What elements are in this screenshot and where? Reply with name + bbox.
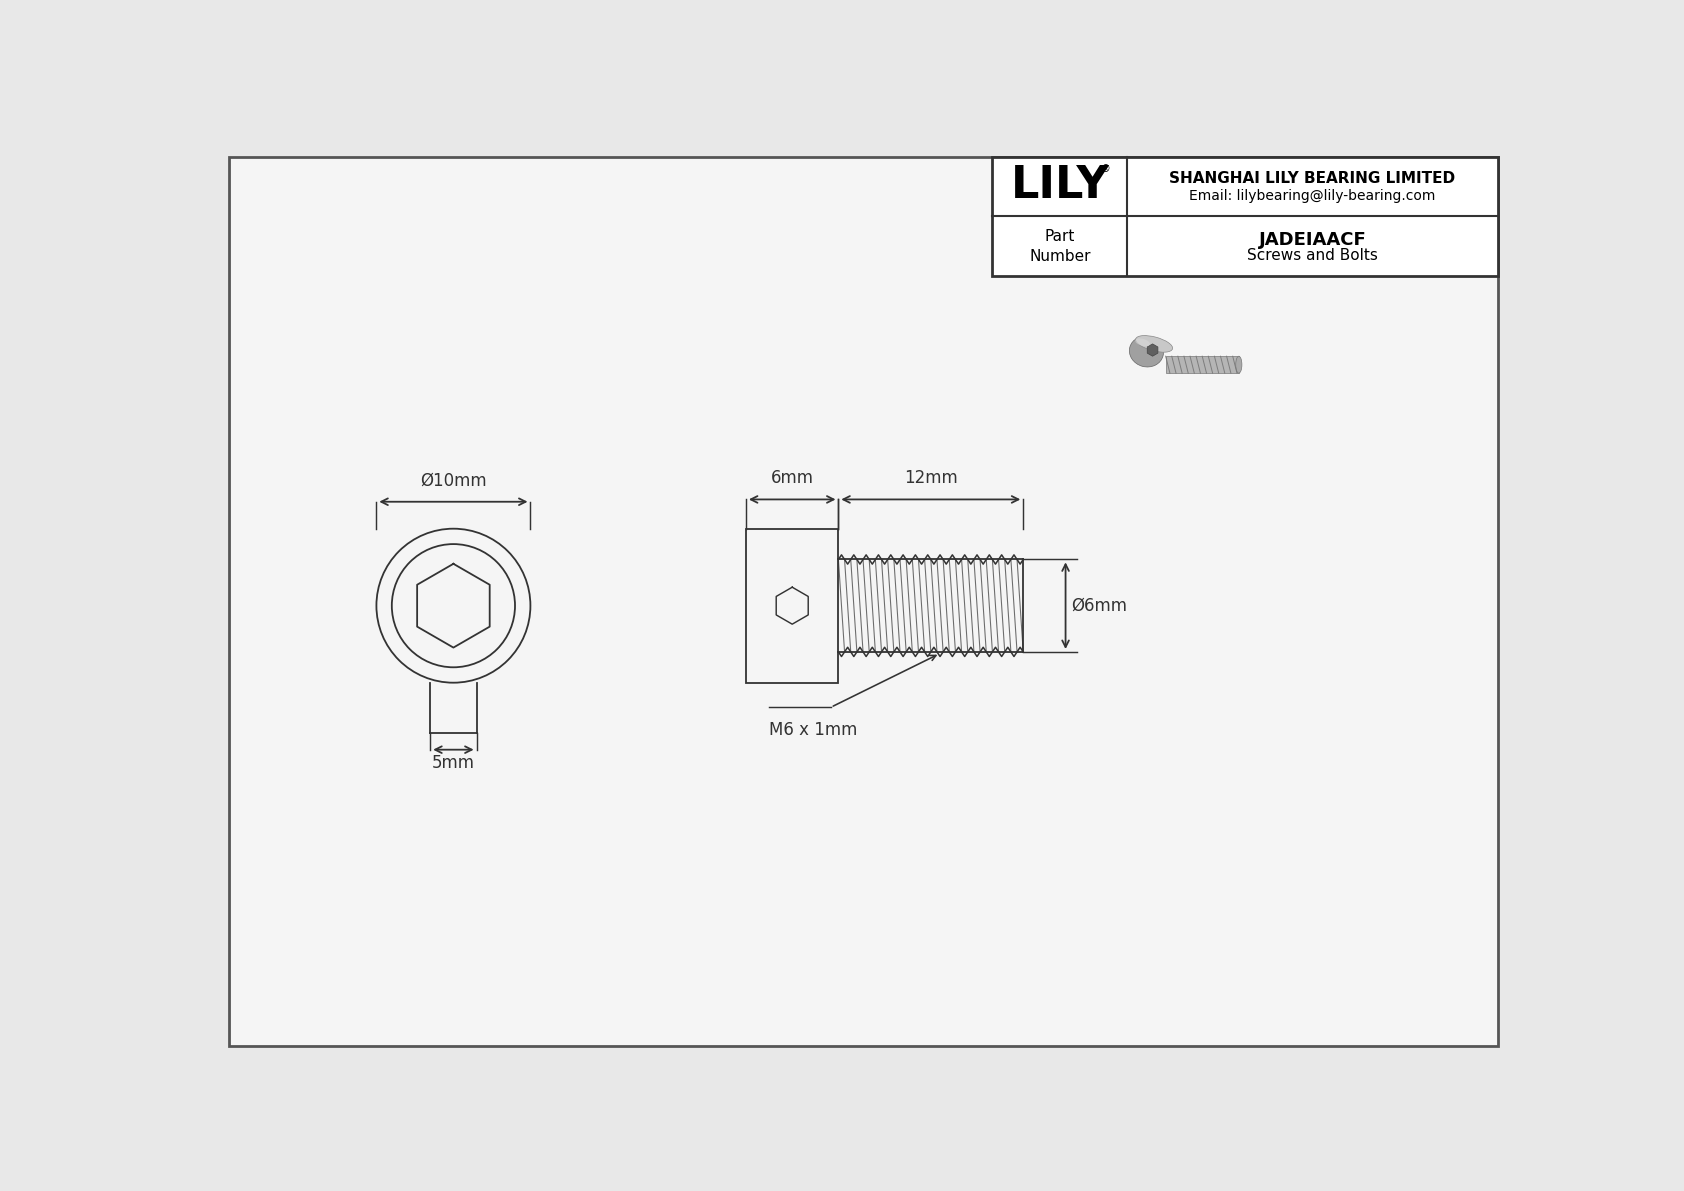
Text: SHANGHAI LILY BEARING LIMITED: SHANGHAI LILY BEARING LIMITED — [1169, 172, 1455, 187]
Text: 12mm: 12mm — [904, 469, 958, 487]
Text: Ø10mm: Ø10mm — [419, 472, 487, 490]
Ellipse shape — [1135, 336, 1172, 353]
Ellipse shape — [1236, 356, 1241, 373]
Bar — [1165, 356, 1239, 373]
Text: 6mm: 6mm — [771, 469, 813, 487]
Text: LILY: LILY — [1010, 163, 1110, 206]
Text: ®: ® — [1101, 164, 1110, 174]
Text: Email: lilybearing@lily-bearing.com: Email: lilybearing@lily-bearing.com — [1189, 189, 1435, 202]
Ellipse shape — [1130, 336, 1164, 367]
Text: Screws and Bolts: Screws and Bolts — [1246, 248, 1378, 263]
Bar — [992, 157, 1497, 276]
Bar — [746, 529, 839, 682]
Text: Ø6mm: Ø6mm — [1071, 597, 1128, 615]
Text: 5mm: 5mm — [431, 754, 475, 772]
Text: JADEIAACF: JADEIAACF — [1258, 231, 1366, 249]
Ellipse shape — [1135, 338, 1150, 347]
Text: M6 x 1mm: M6 x 1mm — [770, 722, 857, 740]
Text: Part
Number: Part Number — [1029, 229, 1091, 263]
